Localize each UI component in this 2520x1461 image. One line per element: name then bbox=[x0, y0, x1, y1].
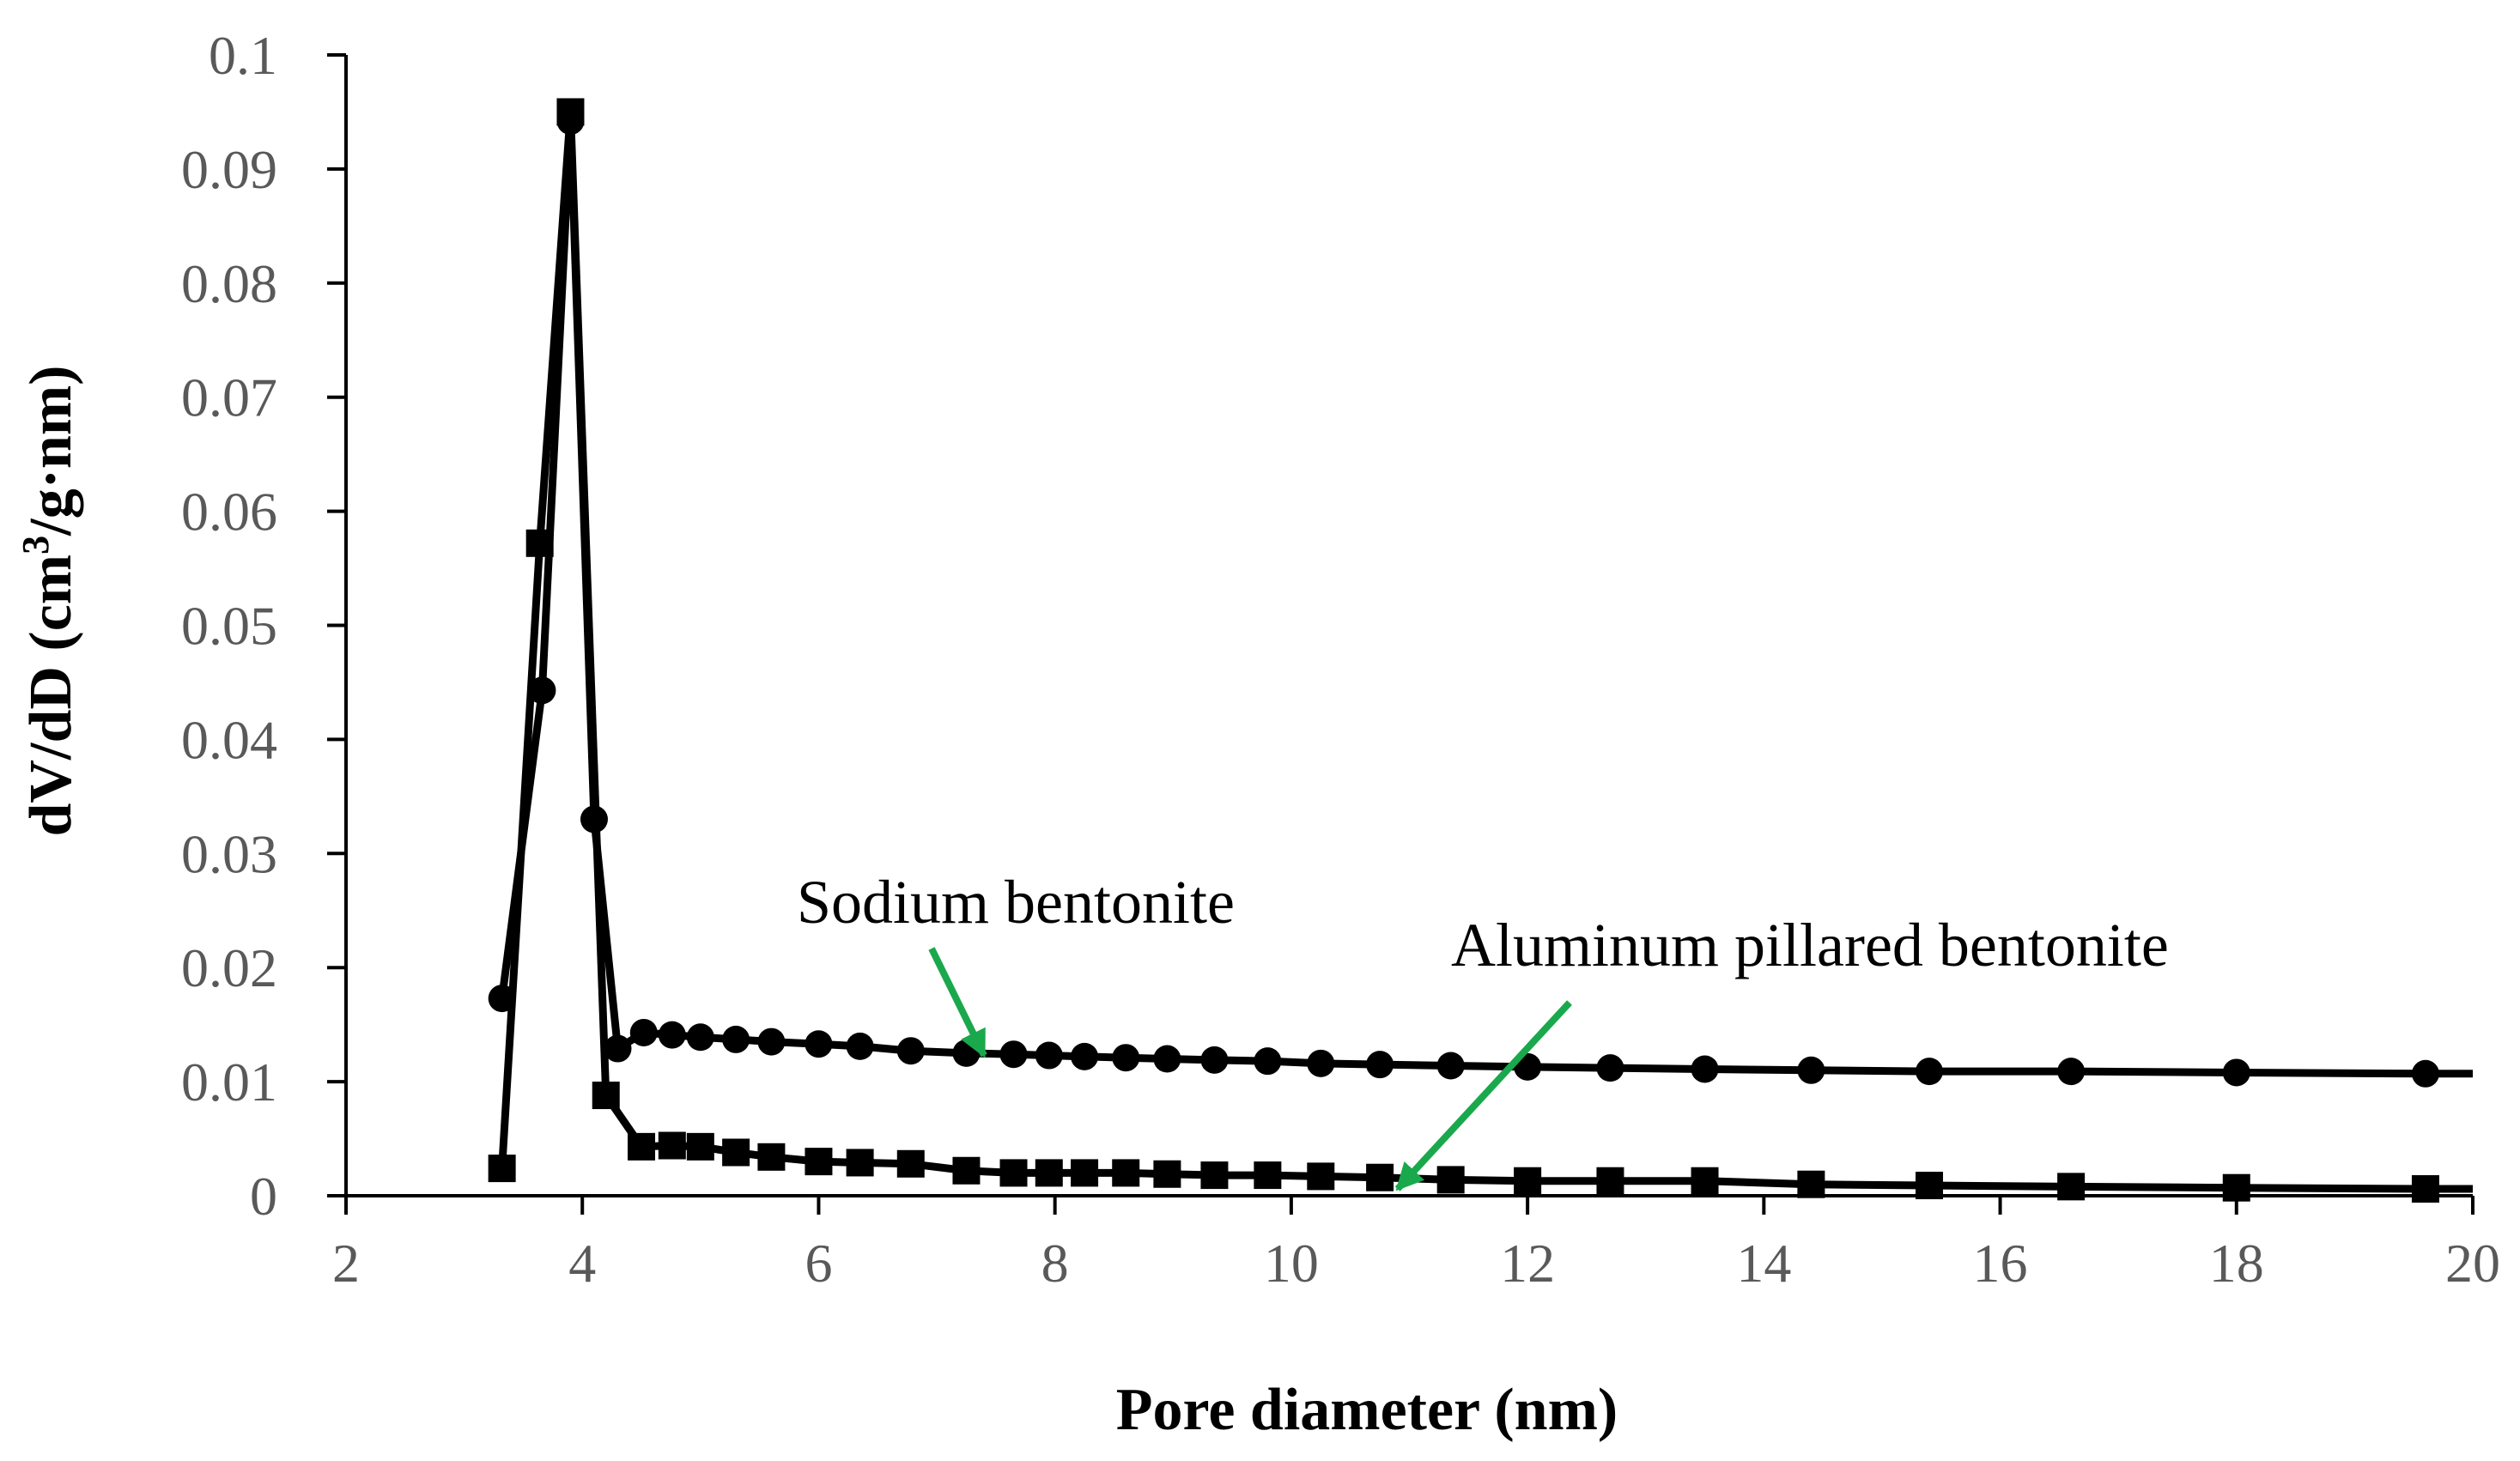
data-point-circle bbox=[604, 1034, 632, 1063]
series-aluminum-pillared-bentonite bbox=[488, 98, 2473, 1203]
data-point-circle bbox=[896, 1037, 925, 1065]
data-point-square bbox=[1691, 1167, 1719, 1195]
data-point-square bbox=[556, 98, 585, 126]
data-point-circle bbox=[1254, 1047, 1282, 1076]
data-point-square bbox=[1596, 1167, 1624, 1195]
data-point-square bbox=[1436, 1166, 1465, 1194]
y-tick-label: 0.02 bbox=[181, 937, 277, 998]
data-point-square bbox=[757, 1143, 786, 1171]
data-point-square bbox=[1112, 1159, 1140, 1187]
x-tick-label: 2 bbox=[332, 1233, 360, 1294]
data-point-circle bbox=[1596, 1054, 1624, 1082]
annotation-arrow bbox=[1394, 1000, 1572, 1191]
data-point-square bbox=[1797, 1170, 1825, 1198]
data-point-square bbox=[805, 1148, 833, 1176]
data-point-circle bbox=[1366, 1051, 1394, 1079]
data-point-square bbox=[1915, 1172, 1943, 1200]
data-point-circle bbox=[1436, 1052, 1465, 1080]
data-point-circle bbox=[1307, 1049, 1335, 1077]
data-point-circle bbox=[528, 676, 556, 705]
data-point-square bbox=[846, 1149, 874, 1177]
x-tick-label: 10 bbox=[1264, 1233, 1319, 1294]
data-point-square bbox=[999, 1159, 1028, 1187]
data-point-square bbox=[592, 1082, 620, 1110]
data-point-circle bbox=[2057, 1058, 2086, 1086]
data-point-square bbox=[658, 1131, 686, 1160]
data-point-square bbox=[1071, 1159, 1099, 1187]
x-axis-title: Pore diameter (nm) bbox=[1116, 1377, 1618, 1443]
x-tick-label: 8 bbox=[1041, 1233, 1069, 1294]
data-point-square bbox=[2411, 1175, 2439, 1203]
y-tick-label: 0.05 bbox=[181, 596, 277, 657]
y-tick-label: 0.03 bbox=[181, 823, 277, 884]
data-point-circle bbox=[1200, 1046, 1229, 1074]
series-line bbox=[498, 107, 2473, 1193]
data-point-square bbox=[488, 1155, 516, 1183]
data-point-square bbox=[722, 1138, 750, 1167]
data-point-square bbox=[1254, 1161, 1282, 1190]
data-point-square bbox=[628, 1132, 656, 1161]
y-tick-label: 0.01 bbox=[181, 1052, 277, 1112]
data-point-square bbox=[1153, 1160, 1181, 1188]
y-tick-label: 0.08 bbox=[181, 253, 277, 314]
data-point-square bbox=[1200, 1161, 1229, 1190]
y-tick-label: 0.04 bbox=[181, 709, 277, 770]
data-point-circle bbox=[1153, 1045, 1181, 1073]
y-tick-label: 0.07 bbox=[181, 367, 277, 428]
data-point-circle bbox=[1035, 1041, 1063, 1070]
y-axis-title-tail: /g·nm) bbox=[18, 366, 84, 537]
data-point-circle bbox=[658, 1021, 686, 1049]
data-point-square bbox=[686, 1132, 714, 1161]
annotation-label: Sodium bentonite bbox=[797, 868, 1235, 937]
data-point-square bbox=[1366, 1163, 1394, 1191]
x-tick-label: 12 bbox=[1500, 1233, 1555, 1294]
data-point-circle bbox=[1071, 1042, 1099, 1070]
series-sodium-bentonite bbox=[488, 107, 2473, 1088]
data-point-circle bbox=[629, 1018, 658, 1046]
x-tick-label: 20 bbox=[2445, 1233, 2500, 1294]
x-tick-label: 18 bbox=[2209, 1233, 2264, 1294]
data-point-circle bbox=[2411, 1059, 2439, 1088]
y-tick-labels: 0 0.01 0.02 0.03 0.04 0.05 0.06 0.07 0.08 0.09 0.1 bbox=[181, 25, 346, 1227]
data-point-circle bbox=[757, 1028, 786, 1056]
data-point-circle bbox=[1112, 1044, 1140, 1072]
y-tick-label: 0.06 bbox=[181, 482, 277, 543]
y-tick-label: 0.09 bbox=[181, 139, 277, 200]
y-tick-label: 0 bbox=[250, 1166, 277, 1227]
annotation-arrow bbox=[928, 947, 987, 1058]
y-axis-title: dV/dD (cm3/g·nm) bbox=[15, 366, 84, 837]
data-point-circle bbox=[1915, 1058, 1943, 1086]
series-layer bbox=[488, 98, 2473, 1203]
data-point-circle bbox=[2222, 1058, 2250, 1087]
data-point-circle bbox=[1797, 1056, 1825, 1084]
data-point-circle bbox=[722, 1025, 750, 1053]
data-point-square bbox=[1514, 1167, 1542, 1195]
y-axis-title-main: dV/dD (cm bbox=[18, 555, 84, 837]
y-axis-title-sup: 3 bbox=[15, 536, 57, 555]
data-point-square bbox=[1307, 1162, 1335, 1191]
x-tick-labels: 2 4 6 8 10 12 14 16 18 20 bbox=[332, 1196, 2500, 1294]
annotation-label: Aluminum pillared bentonite bbox=[1451, 911, 2169, 979]
data-point-square bbox=[1035, 1159, 1063, 1187]
data-point-circle bbox=[999, 1040, 1028, 1069]
x-tick-label: 6 bbox=[805, 1233, 832, 1294]
data-point-square bbox=[525, 529, 554, 557]
data-point-circle bbox=[805, 1030, 833, 1058]
data-point-circle bbox=[686, 1023, 714, 1052]
data-point-circle bbox=[846, 1032, 874, 1060]
data-point-circle bbox=[1691, 1055, 1719, 1083]
data-point-square bbox=[896, 1149, 925, 1178]
data-point-square bbox=[2222, 1173, 2250, 1202]
x-tick-label: 4 bbox=[568, 1233, 596, 1294]
x-tick-label: 16 bbox=[1973, 1233, 2028, 1294]
annotation-layer: Sodium bentonite Aluminum pillared benton… bbox=[797, 868, 2169, 1191]
data-point-square bbox=[2057, 1173, 2086, 1201]
x-tick-label: 14 bbox=[1736, 1233, 1791, 1294]
data-point-square bbox=[952, 1156, 981, 1185]
y-tick-label: 0.1 bbox=[209, 25, 277, 86]
